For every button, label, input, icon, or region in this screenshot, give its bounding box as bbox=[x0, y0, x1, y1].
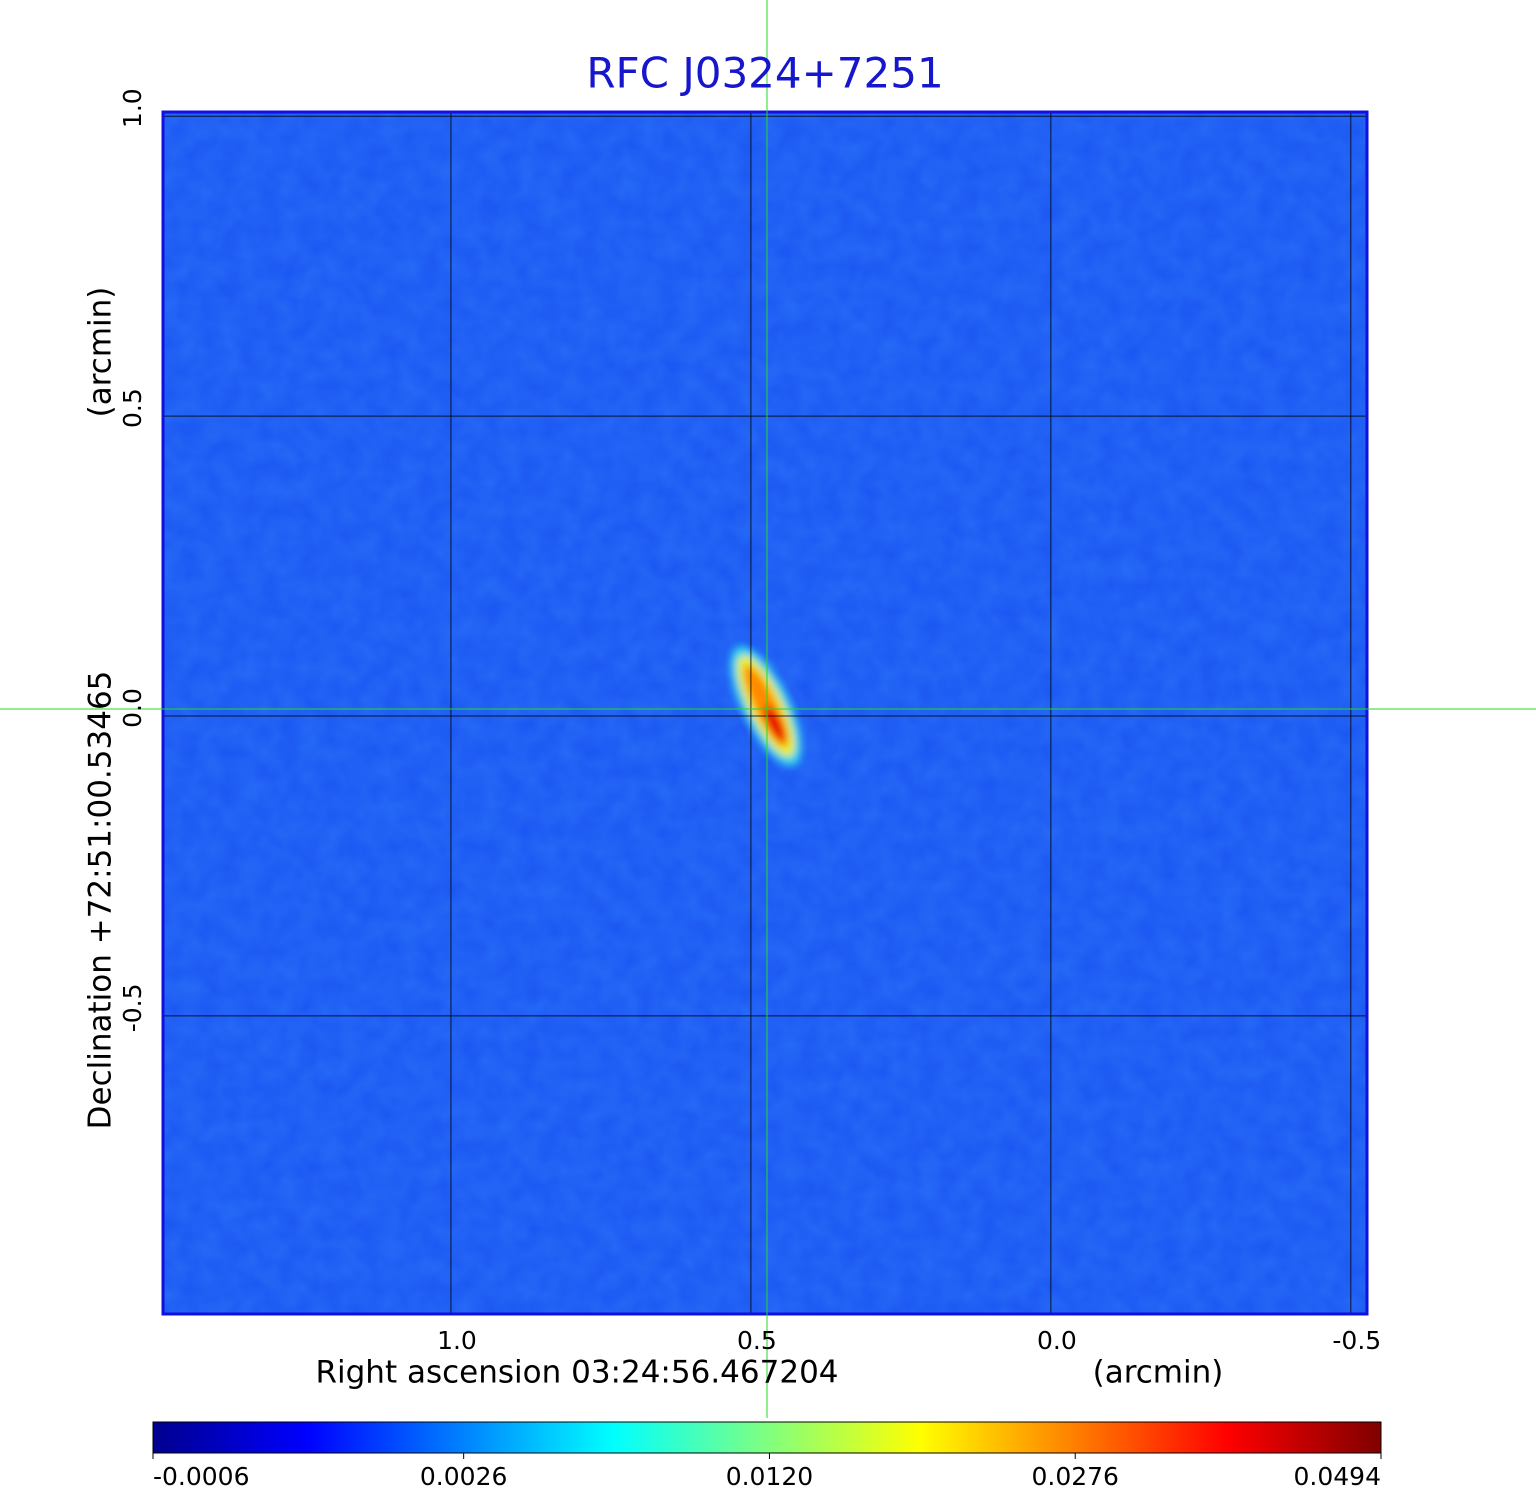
colorbar-tick-label: 0.0494 bbox=[1294, 1462, 1381, 1491]
x-axis-unit: (arcmin) bbox=[1093, 1355, 1224, 1391]
y-axis-unit: (arcmin) bbox=[83, 287, 119, 418]
source-peak bbox=[763, 705, 786, 743]
grid bbox=[163, 112, 1367, 1314]
x-tick-label: 0.5 bbox=[737, 1326, 777, 1355]
source bbox=[729, 645, 803, 767]
y-tick-label: -0.5 bbox=[118, 984, 147, 1033]
y-tick-label: 0.5 bbox=[118, 388, 147, 428]
x-tick-label: 1.0 bbox=[437, 1326, 477, 1355]
image bbox=[163, 112, 1367, 1314]
colorbar-tick-label: -0.0006 bbox=[153, 1462, 250, 1491]
colorbar-tick-label: 0.0276 bbox=[1031, 1462, 1118, 1491]
x-axis-label: Right ascension 03:24:56.467204 bbox=[315, 1355, 838, 1391]
y-tick-label: 0.0 bbox=[118, 688, 147, 728]
frame bbox=[161, 110, 1369, 1316]
colorbar-tick-label: 0.0120 bbox=[726, 1462, 813, 1491]
colorbar bbox=[152, 1421, 1382, 1454]
y-tick-label: 1.0 bbox=[118, 88, 147, 128]
x-tick-label: 0.0 bbox=[1037, 1326, 1077, 1355]
chart-title: RFC J0324+7251 bbox=[586, 49, 943, 98]
colorbar-tick-label: 0.0026 bbox=[420, 1462, 507, 1491]
x-tick-label: -0.5 bbox=[1332, 1326, 1381, 1355]
y-axis-label: Declination +72:51:00.53465 bbox=[83, 671, 119, 1130]
